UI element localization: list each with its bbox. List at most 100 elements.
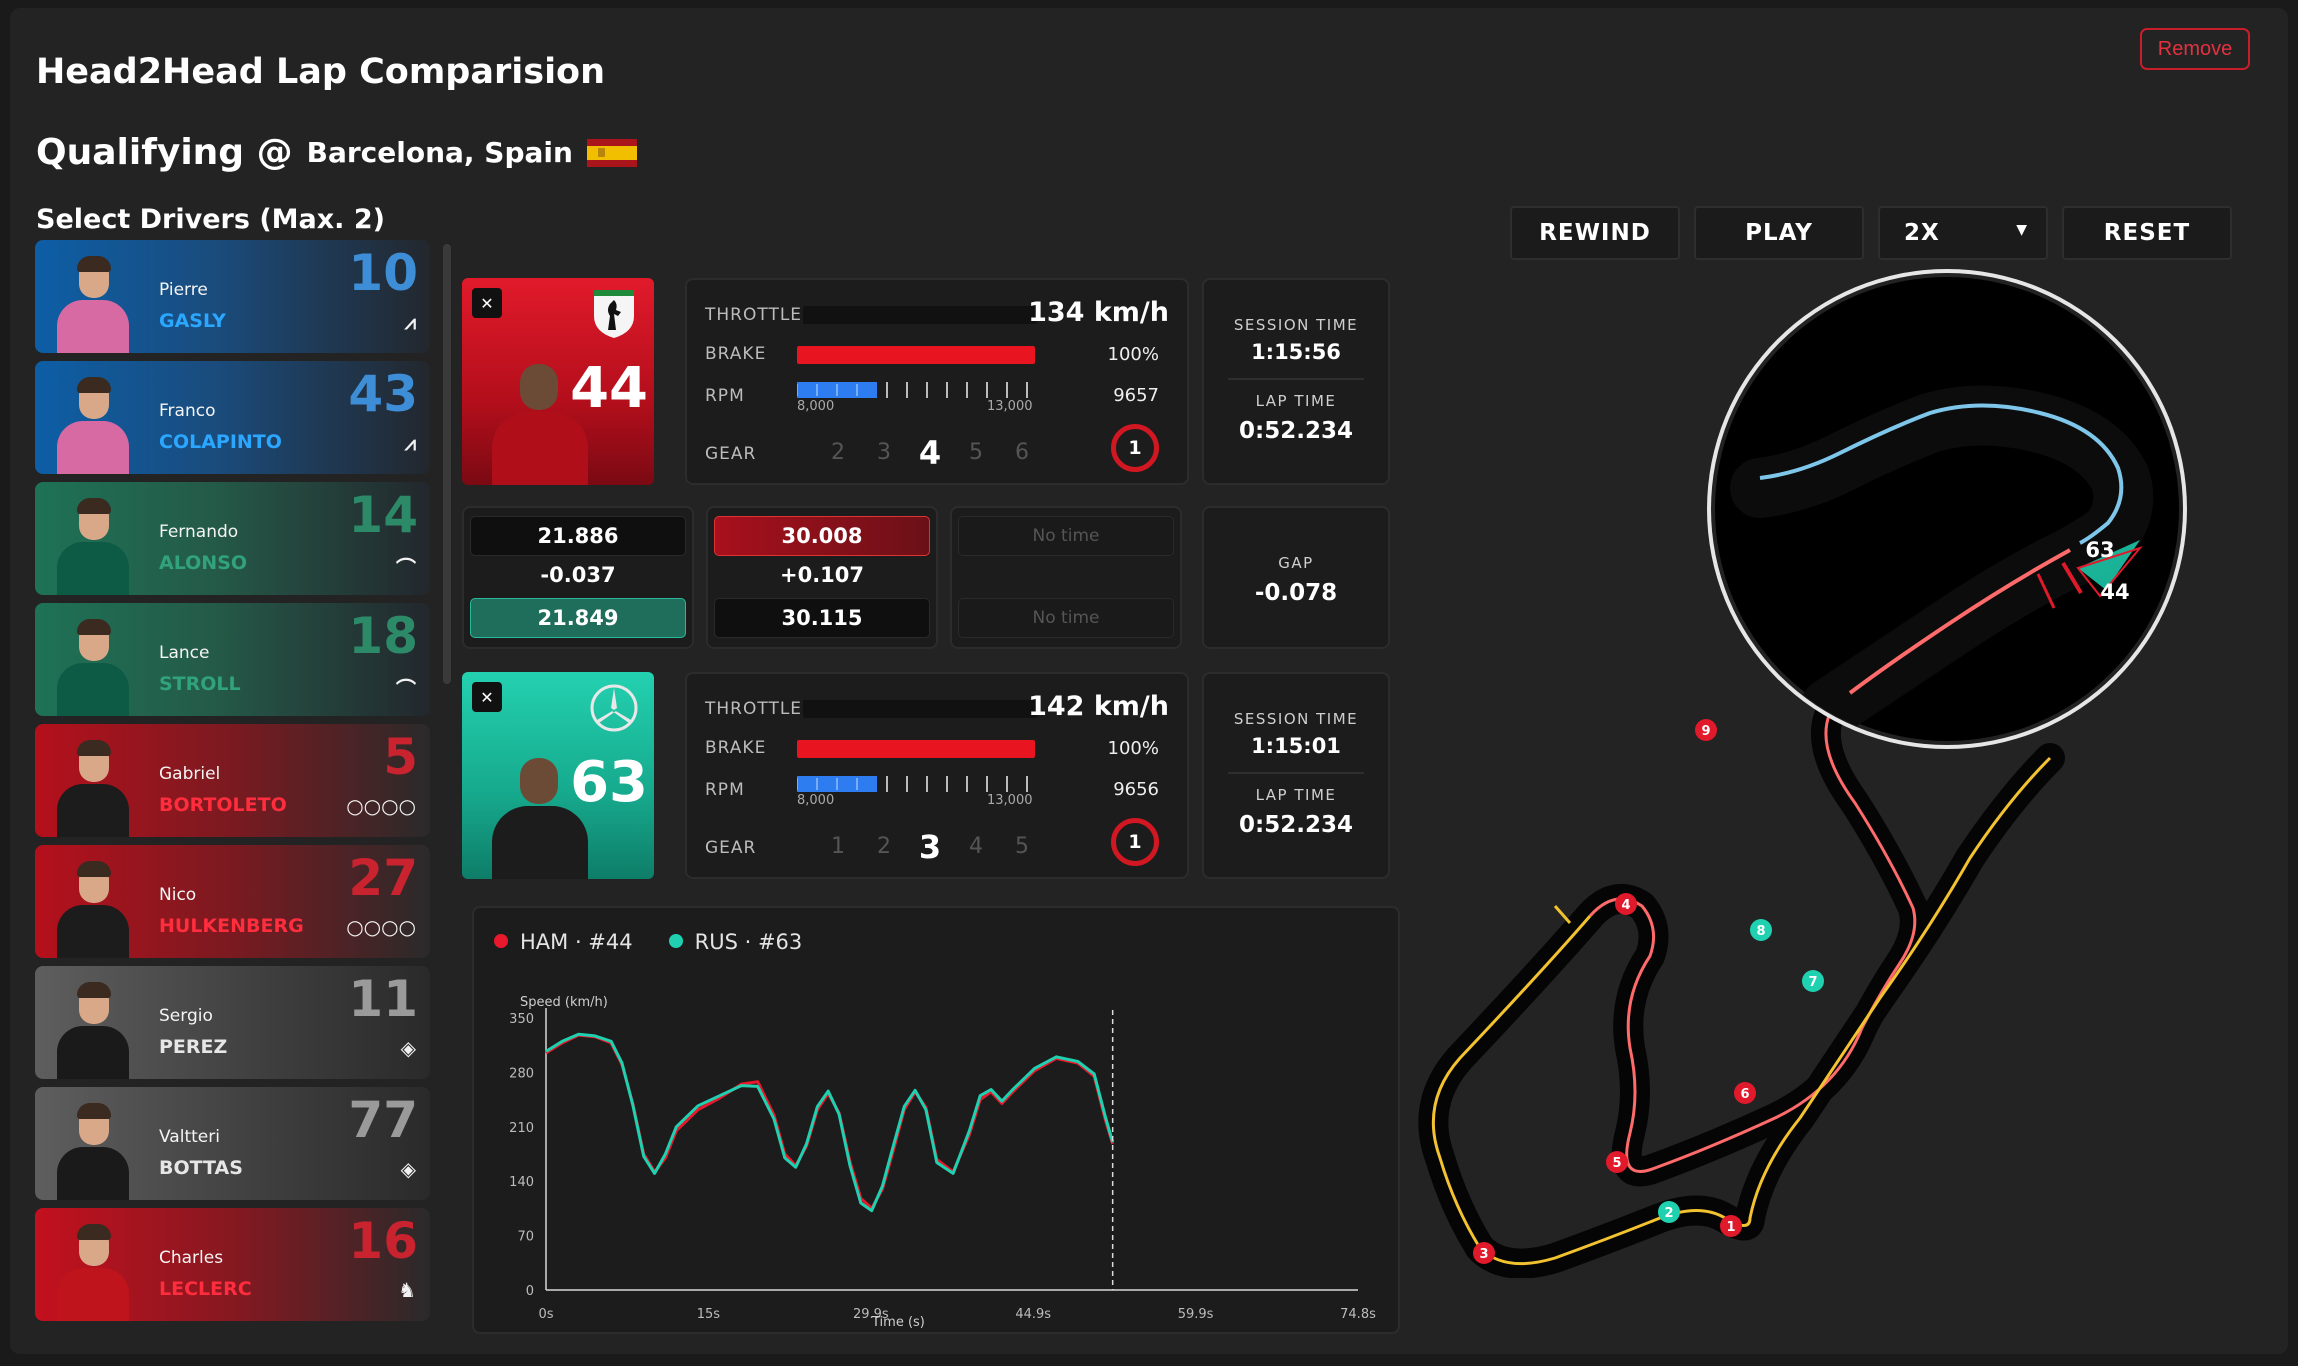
gap-panel: GAP -0.078 (1202, 506, 1390, 649)
driver-last-name: PEREZ (159, 1036, 228, 1058)
svg-text:5: 5 (1612, 1156, 1621, 1171)
driver-number: 16 (348, 1212, 418, 1270)
driver-avatar (51, 254, 135, 353)
gear-label: GEAR (705, 838, 757, 858)
track-map[interactable]: 9 4 8 7 6 5 2 1 3 63 44 (1410, 258, 2250, 1278)
chevron-down-icon: ▼ (2016, 222, 2028, 238)
svg-text:3: 3 (1479, 1247, 1488, 1262)
corner-marker-9: 9 (1695, 719, 1717, 741)
driver-first-name: Lance (159, 643, 210, 663)
svg-text:4: 4 (1621, 898, 1630, 913)
speed-value: 142 km/h (1028, 691, 1169, 722)
gear-option: 1 (831, 834, 845, 859)
alpine-logo-icon: ⩘ (404, 310, 416, 334)
corner-marker-1: 1 (1720, 1215, 1742, 1237)
lap-time-value: 0:52.234 (1239, 418, 1353, 444)
track-segment-pending (1431, 756, 2052, 1266)
driver-number: 14 (348, 486, 418, 544)
driver-item-bottas[interactable]: Valtteri BOTTAS 77 ◈ (35, 1087, 430, 1200)
remove-driver-button[interactable]: ✕ (472, 682, 502, 712)
telemetry-panel-rus: THROTTLE 142 km/h BRAKE 100% RPM 8,000 1… (685, 672, 1189, 879)
driver-number: 27 (348, 849, 418, 907)
playback-speed-select[interactable]: 2X ▼ (1878, 206, 2048, 260)
series-line-rus (545, 1032, 1115, 1213)
driver-last-name: HULKENBERG (159, 915, 304, 937)
gear-badge: 1 (1111, 818, 1159, 866)
driver-avatar (51, 1101, 135, 1200)
driver-last-name: BOTTAS (159, 1157, 243, 1179)
x-tick-label: 74.8s (1340, 1307, 1376, 1322)
rpm-max: 13,000 (987, 793, 1033, 808)
corner-marker-8: 8 (1750, 919, 1772, 941)
ferrari-logo-icon: ♞ (398, 1278, 416, 1302)
rpm-gauge (797, 382, 1028, 398)
sector-2: 30.008 +0.107 30.115 (706, 506, 938, 649)
driver-item-hulkenberg[interactable]: Nico HULKENBERG 27 ○○○○ (35, 845, 430, 958)
reset-button[interactable]: RESET (2062, 206, 2232, 260)
driver-item-stroll[interactable]: Lance STROLL 18 ⌒ (35, 603, 430, 716)
ferrari-icon (594, 290, 634, 338)
driver-item-colapinto[interactable]: Franco COLAPINTO 43 ⩘ (35, 361, 430, 474)
rpm-segment-lit (837, 382, 857, 398)
x-tick-label: 44.9s (1015, 1307, 1051, 1322)
driver-item-perez[interactable]: Sergio PEREZ 11 ◈ (35, 966, 430, 1079)
driver-item-leclerc[interactable]: Charles LECLERC 16 ♞ (35, 1208, 430, 1321)
svg-text:1: 1 (1726, 1220, 1735, 1235)
aston-martin-logo-icon: ⌒ (396, 556, 416, 580)
driver-card-ham: ✕ 44 (462, 278, 654, 485)
legend-item-ham[interactable]: HAM · #44 (494, 930, 633, 954)
driver-first-name: Gabriel (159, 764, 221, 784)
rpm-max: 13,000 (987, 399, 1033, 414)
remove-driver-button[interactable]: ✕ (472, 288, 502, 318)
cadillac-logo-icon: ◈ (400, 1036, 416, 1060)
driver-first-name: Pierre (159, 280, 208, 300)
driver-number: 44 (570, 356, 648, 421)
gear-option: 4 (918, 434, 942, 472)
driver-last-name: LECLERC (159, 1278, 252, 1300)
brake-label: BRAKE (705, 738, 767, 758)
y-tick-label: 280 (509, 1066, 534, 1081)
legend-item-rus[interactable]: RUS · #63 (668, 930, 802, 954)
corner-marker-7: 7 (1802, 970, 1824, 992)
speed-chart[interactable]: Speed (km/h) 0 70 140 210 280 350 0s 15s 29.9s 44.… (474, 978, 1398, 1332)
rpm-label: RPM (705, 780, 745, 800)
driver-list-scrollbar[interactable] (443, 244, 451, 684)
svg-text:7: 7 (1808, 975, 1817, 990)
driver-number: 77 (348, 1091, 418, 1149)
x-tick-label: 29.9s (853, 1307, 889, 1322)
rpm-value: 9656 (1113, 779, 1159, 800)
divider (1228, 772, 1364, 774)
sector-top-time: 21.886 (470, 516, 686, 556)
driver-list[interactable]: Pierre GASLY 10 ⩘ Franco COLAPINTO 43 ⩘ Fernando… (35, 240, 440, 1330)
driver-last-name: STROLL (159, 673, 241, 695)
rpm-value: 9657 (1113, 385, 1159, 406)
driver-item-gasly[interactable]: Pierre GASLY 10 ⩘ (35, 240, 430, 353)
driver-item-bortoleto[interactable]: Gabriel BORTOLETO 5 ○○○○ (35, 724, 430, 837)
y-axis-label: Speed (km/h) (520, 995, 608, 1010)
driver-last-name: COLAPINTO (159, 431, 282, 453)
rpm-min: 8,000 (797, 399, 835, 414)
rpm-segment-lit (837, 776, 857, 792)
audi-logo-icon: ○○○○ (346, 794, 416, 818)
rewind-button[interactable]: REWIND (1510, 206, 1680, 260)
session-heading: Qualifying @ Barcelona, Spain (36, 132, 637, 173)
corner-marker-3: 3 (1473, 1242, 1495, 1264)
alpine-logo-icon: ⩘ (404, 431, 416, 455)
gear-option: 3 (877, 440, 891, 465)
y-tick-label: 350 (509, 1012, 534, 1027)
rpm-segment-lit (857, 382, 877, 398)
gear-option: 2 (877, 834, 891, 859)
brake-label: BRAKE (705, 344, 767, 364)
sector-top-time: No time (958, 516, 1174, 556)
svg-text:8: 8 (1756, 924, 1765, 939)
mercedes-icon (590, 684, 638, 732)
telemetry-panel-ham: THROTTLE 134 km/h BRAKE 100% RPM 8,000 1… (685, 278, 1189, 485)
play-button[interactable]: PLAY (1694, 206, 1864, 260)
remove-button[interactable]: Remove (2140, 28, 2250, 70)
driver-first-name: Charles (159, 1248, 224, 1268)
gear-indicator: 2 3 4 5 6 (815, 434, 1045, 472)
driver-item-alonso[interactable]: Fernando ALONSO 14 ⌒ (35, 482, 430, 595)
throttle-label: THROTTLE (705, 699, 803, 719)
legend-label: HAM · #44 (520, 930, 633, 954)
driver-number: 10 (348, 244, 418, 302)
